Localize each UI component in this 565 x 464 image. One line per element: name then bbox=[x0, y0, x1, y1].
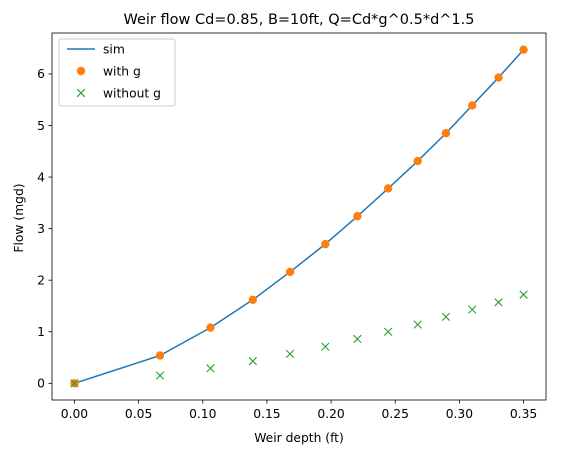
x-tick-label: 0.00 bbox=[61, 407, 88, 421]
legend-label: without g bbox=[103, 86, 161, 100]
data-point-with-g bbox=[384, 184, 392, 192]
y-axis-label: Flow (mgd) bbox=[12, 183, 26, 252]
x-tick-label: 0.20 bbox=[317, 407, 344, 421]
y-tick-label: 6 bbox=[37, 67, 45, 81]
data-point-with-g bbox=[468, 101, 476, 109]
data-point-with-g bbox=[249, 296, 257, 304]
data-point-with-g bbox=[156, 351, 164, 359]
data-point-with-g bbox=[353, 212, 361, 220]
legend-label: sim bbox=[103, 42, 125, 56]
x-tick-label: 0.05 bbox=[125, 407, 152, 421]
x-tick-label: 0.35 bbox=[510, 407, 537, 421]
y-tick-label: 2 bbox=[37, 273, 45, 287]
y-tick-label: 5 bbox=[37, 119, 45, 133]
legend-circle-icon bbox=[77, 67, 85, 75]
y-tick-label: 1 bbox=[37, 325, 45, 339]
chart-title: Weir flow Cd=0.85, B=10ft, Q=Cd*g^0.5*d^… bbox=[124, 12, 475, 28]
legend: sim with g without g bbox=[59, 39, 175, 106]
y-tick-label: 4 bbox=[37, 170, 45, 184]
x-axis-label: Weir depth (ft) bbox=[254, 431, 344, 445]
data-point-with-g bbox=[286, 268, 294, 276]
x-tick-label: 0.25 bbox=[382, 407, 409, 421]
data-point-with-g bbox=[413, 157, 421, 165]
x-tick-label: 0.15 bbox=[253, 407, 280, 421]
data-point-with-g bbox=[442, 129, 450, 137]
data-point-with-g bbox=[206, 323, 214, 331]
y-tick-label: 0 bbox=[37, 377, 45, 391]
data-point-with-g bbox=[494, 73, 502, 81]
data-point-with-g bbox=[519, 46, 527, 54]
data-point-with-g bbox=[321, 240, 329, 248]
legend-label: with g bbox=[103, 64, 141, 78]
x-tick-label: 0.30 bbox=[446, 407, 473, 421]
y-tick-label: 3 bbox=[37, 222, 45, 236]
x-tick-label: 0.10 bbox=[189, 407, 216, 421]
